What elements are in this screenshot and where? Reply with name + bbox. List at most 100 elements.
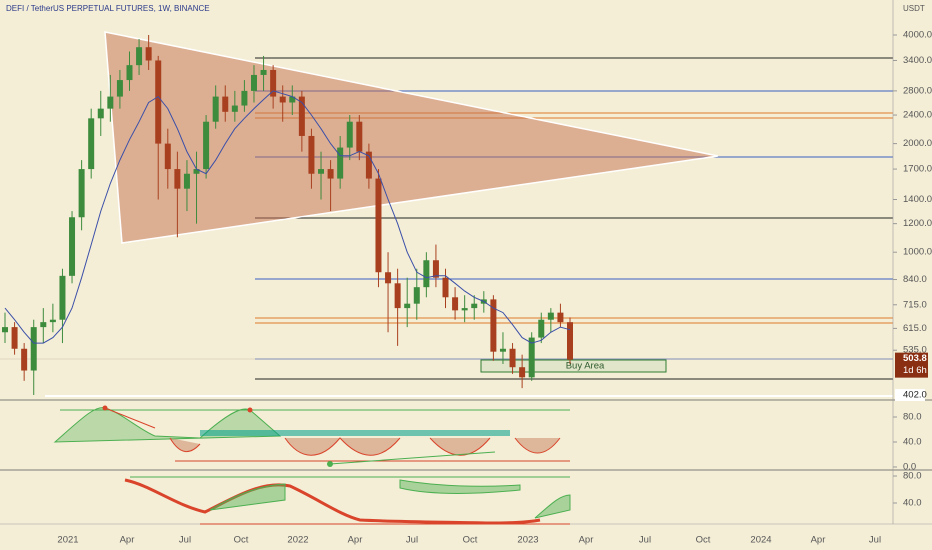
candle-body: [107, 96, 114, 109]
x-tick-label: 2021: [57, 535, 78, 546]
x-tick-label: Apr: [579, 535, 594, 546]
oscillator-2: [124, 476, 571, 525]
candle-body: [337, 147, 344, 179]
osc-area: [209, 479, 571, 519]
candle-body: [11, 327, 18, 349]
y-tick-label: 2000.0: [903, 138, 932, 149]
candle-body: [404, 303, 411, 309]
candle-body: [69, 217, 76, 276]
candle-body: [413, 287, 420, 304]
y-tick-label: 535.0: [903, 345, 927, 356]
candle-body: [49, 319, 56, 323]
x-tick-label: Apr: [120, 535, 135, 546]
candle-body: [365, 151, 372, 179]
candle-body: [519, 367, 526, 378]
y-tick-label: 715.0: [903, 299, 927, 310]
x-tick-label: Jul: [179, 535, 191, 546]
candle-body: [116, 80, 123, 97]
candle-body: [318, 169, 325, 174]
signal-dot: [327, 461, 333, 467]
buy-area: [480, 359, 667, 373]
low-marker-box: [895, 389, 925, 401]
candle-body: [442, 277, 449, 298]
candle-body: [193, 169, 200, 174]
axes: 4000.0 3400.0 2800.0 2400.0 2000.0 1700.0 1400…: [57, 30, 932, 546]
y-tick-label: 615.0: [903, 323, 927, 334]
last-price-box: [895, 352, 928, 378]
candle-body: [452, 297, 459, 311]
candle-body: [423, 260, 430, 288]
candle-body: [270, 69, 277, 97]
osc-bars: [200, 430, 510, 436]
x-tick-label: 2024: [750, 535, 771, 546]
y-tick-label: 0.0: [903, 461, 916, 472]
chart-title: DEFI / TetherUS PERPETUAL FUTURES, 1W, B…: [6, 4, 210, 13]
signal-dot: [102, 405, 108, 411]
candle-body: [567, 322, 573, 360]
candle-body: [136, 47, 143, 66]
candle-body: [490, 299, 497, 352]
last-price-label: 503.8: [903, 353, 927, 364]
candle-body: [126, 65, 133, 81]
moving-average: [4, 90, 571, 344]
divergence-line: [104, 407, 156, 429]
candle-body: [250, 74, 257, 91]
osc-area: [169, 437, 561, 456]
candle-body: [145, 47, 152, 61]
y-tick-label: 1000.0: [903, 247, 932, 258]
candle-body: [471, 303, 478, 309]
candle-body: [203, 121, 210, 170]
y-tick-label: 2800.0: [903, 85, 932, 96]
x-tick-label: Jul: [406, 535, 418, 546]
y-tick-label: 80.0: [903, 471, 922, 482]
candle-body: [155, 60, 162, 144]
x-tick-label: Apr: [811, 535, 826, 546]
candle-body: [164, 143, 171, 170]
x-tick-label: Jul: [639, 535, 651, 546]
x-tick-label: 2022: [287, 535, 308, 546]
candle-body: [40, 322, 47, 328]
candle-body: [432, 260, 439, 278]
candle-body: [30, 327, 37, 371]
x-tick-label: Jul: [869, 535, 881, 546]
candle-body: [385, 272, 392, 284]
candle-body: [231, 105, 238, 112]
y-tick-label: 40.0: [903, 498, 922, 509]
signal-dot: [247, 407, 253, 413]
y-tick-label: 840.0: [903, 274, 927, 285]
annotation: Buy Area: [566, 361, 605, 372]
candle-body: [97, 108, 104, 119]
candle-body: [346, 121, 353, 148]
candle-body: [174, 169, 181, 189]
candles: [2, 35, 573, 395]
candle-body: [356, 121, 363, 152]
candle-body: [21, 348, 28, 371]
y-tick-label: 2400.0: [903, 110, 932, 121]
y-tick-label: 1400.0: [903, 194, 932, 205]
x-tick-label: 2023: [517, 535, 538, 546]
low-marker-label: 402.0: [903, 390, 927, 401]
y-tick-label: 1700.0: [903, 164, 932, 175]
candle-body: [394, 283, 401, 309]
candle-body: [183, 173, 190, 189]
x-tick-label: Oct: [696, 535, 711, 546]
currency: USDT: [903, 4, 925, 13]
oscillator-1: [53, 405, 570, 467]
candle-body: [279, 96, 286, 103]
candle-body: [212, 96, 219, 122]
y-tick-label: 4000.0: [903, 30, 932, 41]
candle-body: [557, 312, 564, 323]
y-tick-label: 1200.0: [903, 218, 932, 229]
candle-body: [509, 348, 516, 368]
candle-body: [222, 96, 229, 112]
candle-body: [260, 69, 267, 75]
candle-body: [547, 312, 554, 320]
candle-body: [327, 169, 334, 179]
candle-body: [499, 348, 506, 352]
candle-body: [59, 275, 66, 320]
candle-body: [528, 337, 535, 378]
y-tick-label: 80.0: [903, 412, 922, 423]
divergence-line: [329, 451, 496, 465]
x-tick-label: Apr: [348, 535, 363, 546]
